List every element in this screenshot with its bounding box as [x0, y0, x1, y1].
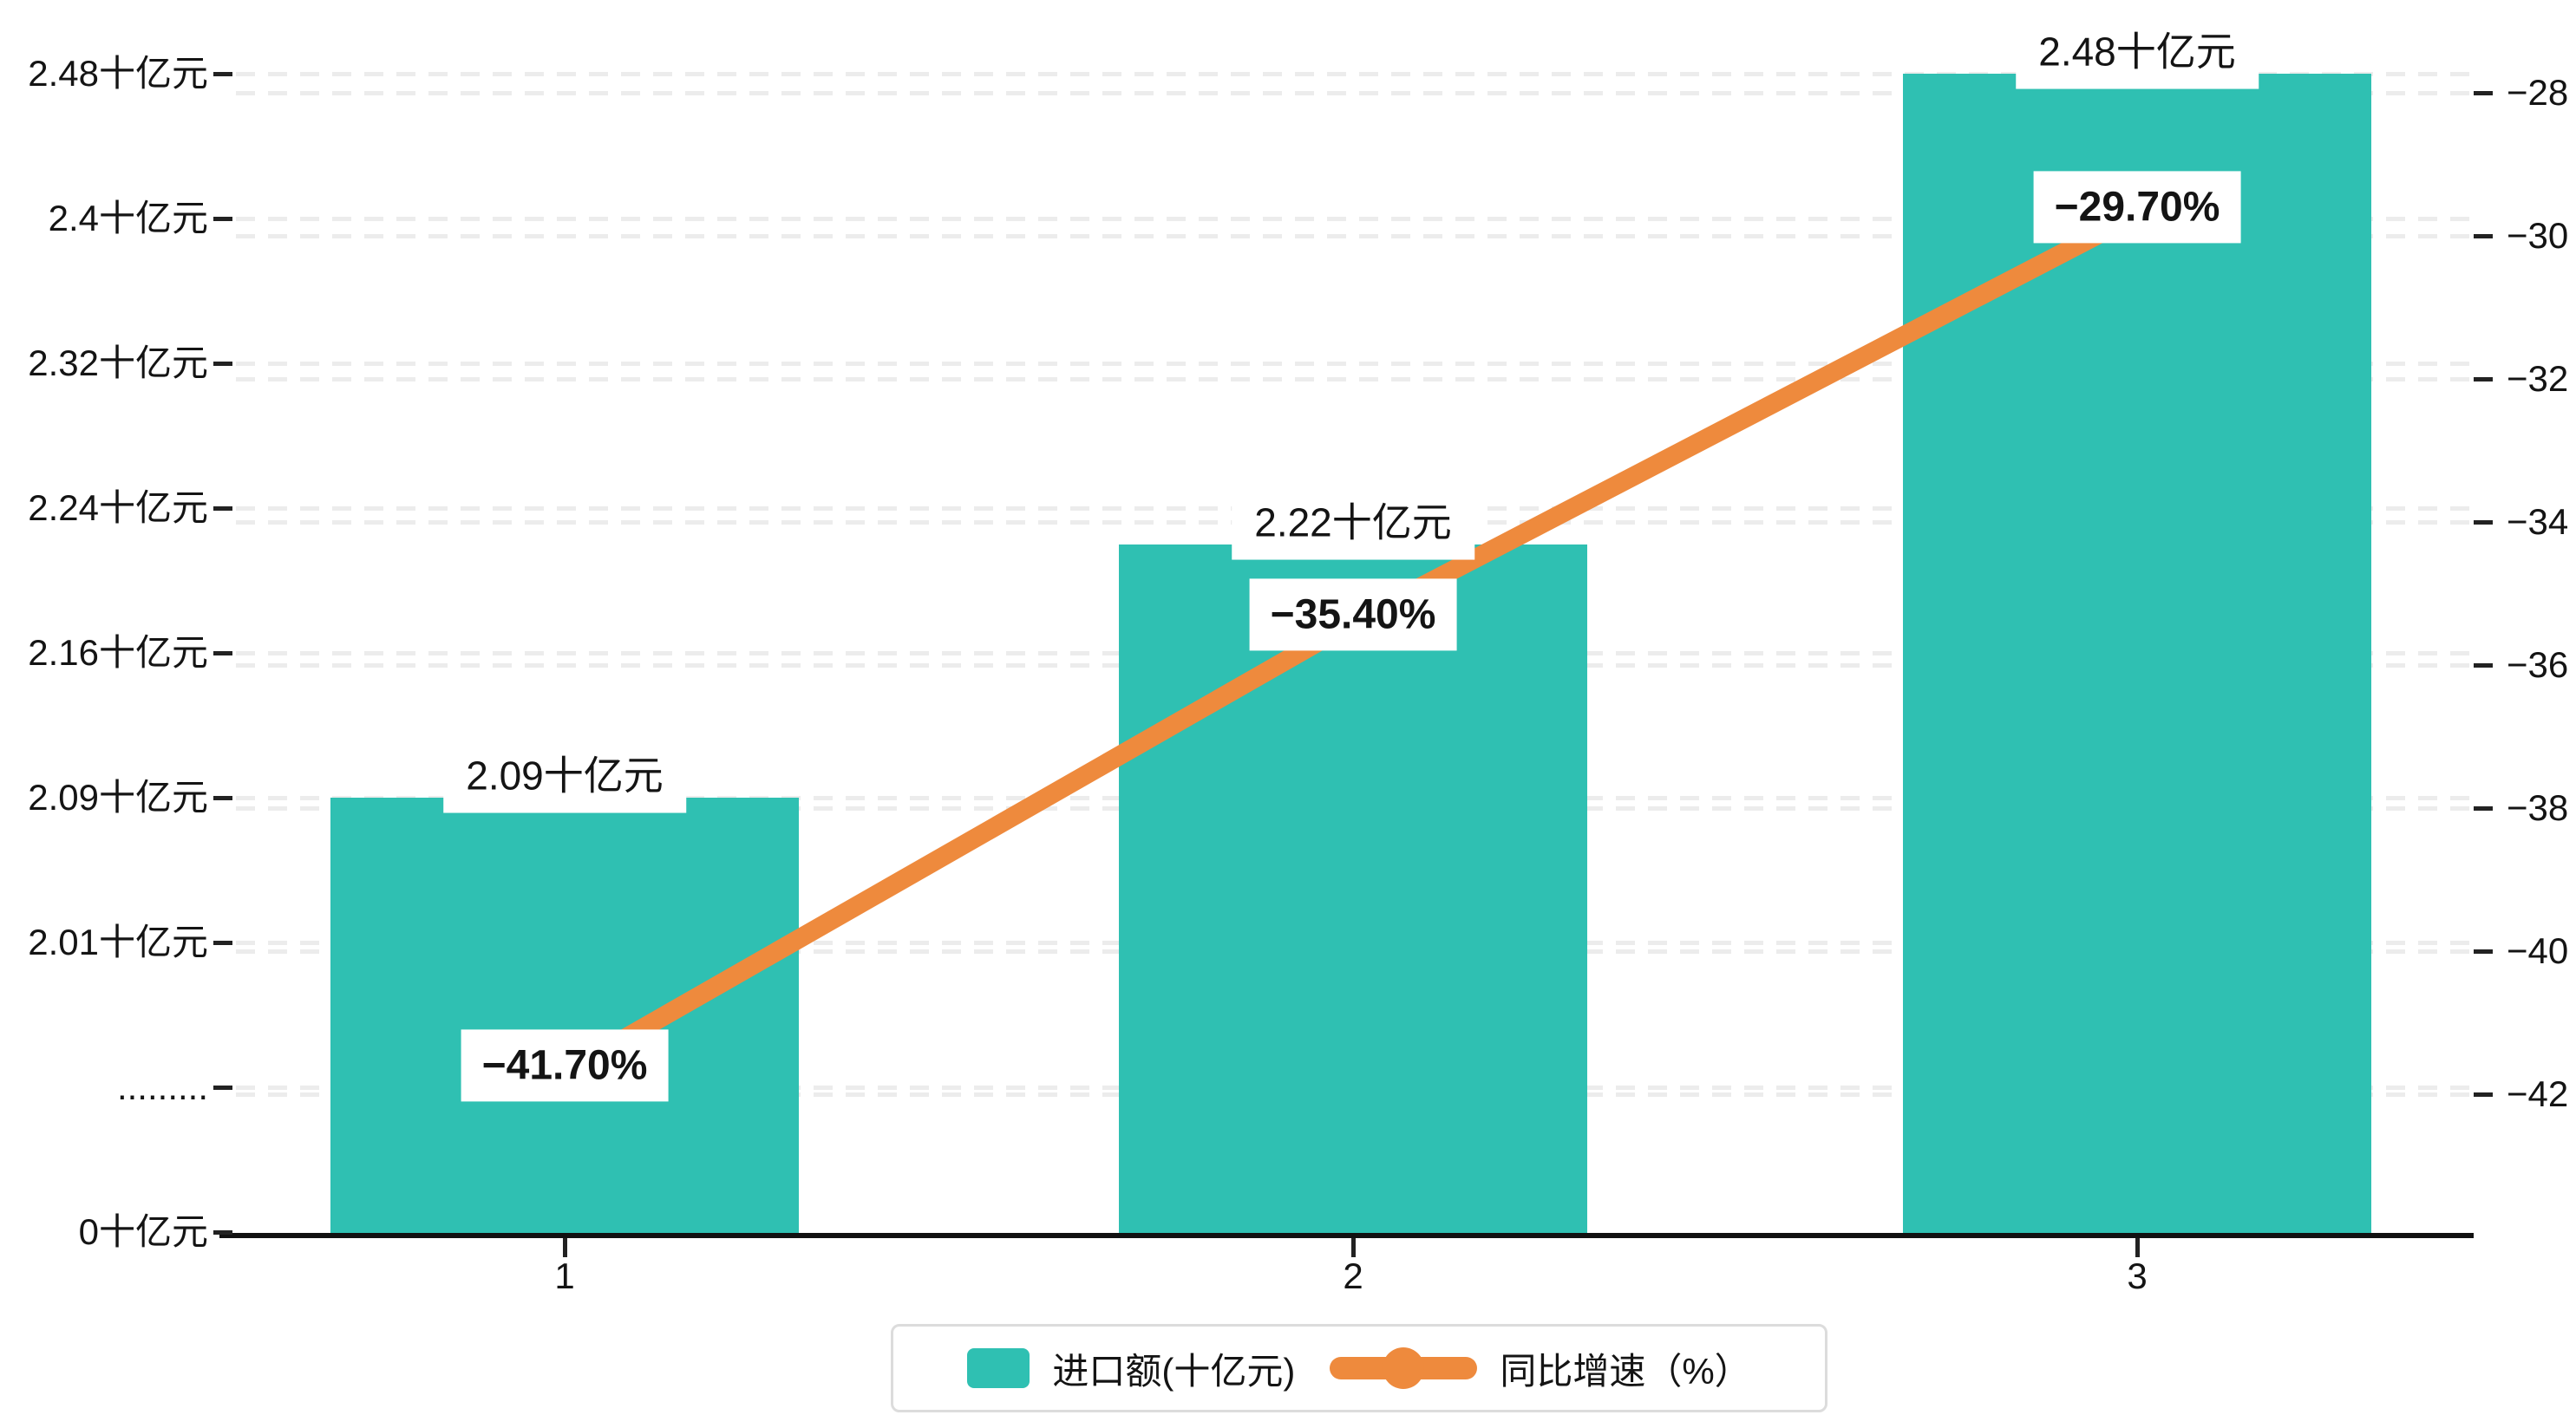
growth-rate-label: −29.70%	[2033, 171, 2241, 244]
left-axis-tick-mark	[213, 72, 232, 76]
left-axis-tick-label: 2.16十亿元	[28, 632, 208, 673]
x-axis-category-label: 1	[554, 1255, 575, 1296]
bar-value-label: 2.09十亿元	[443, 739, 686, 813]
x-axis-tick-mark	[1351, 1238, 1356, 1257]
left-axis-tick-mark	[213, 796, 232, 800]
left-axis-tick-mark	[213, 941, 232, 945]
left-axis-tick-mark	[213, 362, 232, 366]
left-axis-tick-mark	[213, 217, 232, 221]
left-axis-tick-label: 2.4十亿元	[48, 198, 208, 238]
bar-value-label: 2.22十亿元	[1232, 486, 1474, 560]
right-axis-tick-mark	[2474, 377, 2493, 381]
right-axis-tick-mark	[2474, 949, 2493, 954]
right-axis-gridline	[236, 234, 2472, 238]
x-axis-category-label: 3	[2127, 1255, 2148, 1296]
right-axis-tick-mark	[2474, 234, 2493, 238]
bar-series-swatch-icon	[967, 1348, 1030, 1388]
right-axis-tick-label: −38	[2507, 787, 2569, 828]
left-axis-tick-label: 0十亿元	[78, 1211, 208, 1252]
right-axis-tick-label: −32	[2507, 358, 2569, 399]
right-axis-tick-label: −40	[2507, 930, 2569, 971]
left-axis-tick-label: .........	[116, 1066, 208, 1107]
right-axis-gridline	[236, 91, 2472, 95]
left-axis-gridline	[236, 217, 2472, 221]
left-axis-tick-label: 2.24十亿元	[28, 487, 208, 528]
import-amount-bar	[1119, 544, 1587, 1233]
x-axis-category-label: 2	[1343, 1255, 1363, 1296]
left-axis-tick-label: 2.32十亿元	[28, 342, 208, 383]
right-axis-tick-label: −42	[2507, 1073, 2569, 1114]
bar-value-label: 2.48十亿元	[2016, 15, 2259, 89]
import-amount-bar	[1903, 74, 2371, 1233]
left-axis-gridline	[236, 362, 2472, 366]
legend-label-growth-rate: 同比增速（%）	[1500, 1350, 1751, 1392]
left-axis-tick-mark	[213, 506, 232, 511]
right-axis-tick-mark	[2474, 91, 2493, 95]
right-axis-tick-mark	[2474, 1092, 2493, 1097]
right-axis-gridline	[236, 377, 2472, 381]
right-axis-tick-label: −34	[2507, 501, 2569, 542]
x-axis-tick-mark	[563, 1238, 567, 1257]
left-axis-tick-label: 2.48十亿元	[28, 53, 208, 94]
legend-item-import-amount[interactable]: 进口额(十亿元)	[967, 1342, 1295, 1395]
left-axis-tick-label: 2.01十亿元	[28, 922, 208, 962]
x-axis-tick-mark	[2135, 1238, 2140, 1257]
import-amount-bar	[330, 798, 799, 1233]
line-series-marker-icon	[1330, 1347, 1478, 1389]
growth-rate-label: −41.70%	[461, 1029, 669, 1102]
right-axis-tick-mark	[2474, 663, 2493, 668]
right-axis-tick-label: −36	[2507, 644, 2569, 685]
right-axis-tick-mark	[2474, 806, 2493, 811]
legend-item-growth-rate[interactable]: 同比增速（%）	[1330, 1342, 1751, 1395]
left-axis-tick-mark	[213, 1230, 232, 1235]
left-axis-tick-label: 2.09十亿元	[28, 777, 208, 818]
right-axis-tick-label: −28	[2507, 72, 2569, 113]
left-axis-tick-mark	[213, 1086, 232, 1090]
x-axis-line	[219, 1233, 2474, 1238]
left-axis-tick-mark	[213, 651, 232, 655]
growth-rate-label: −35.40%	[1249, 578, 1457, 651]
right-axis-tick-label: −30	[2507, 215, 2569, 256]
legend: 进口额(十亿元) 同比增速（%）	[891, 1324, 1827, 1412]
right-axis-tick-mark	[2474, 520, 2493, 525]
left-axis-gridline	[236, 72, 2472, 76]
legend-label-import-amount: 进口额(十亿元)	[1052, 1350, 1296, 1392]
